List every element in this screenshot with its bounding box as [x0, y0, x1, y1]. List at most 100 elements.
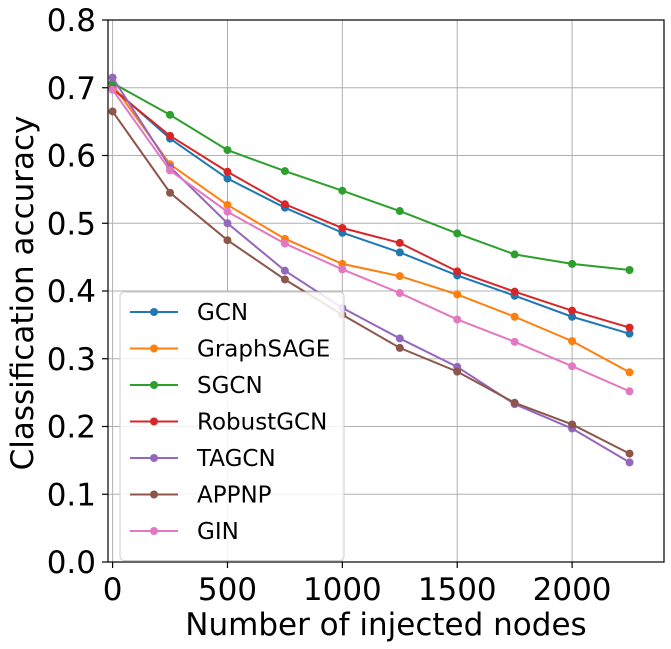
legend-marker	[150, 490, 158, 499]
data-point	[453, 367, 462, 376]
data-point	[625, 387, 634, 396]
data-point	[108, 107, 117, 116]
legend-item: RobustGCN	[130, 410, 327, 436]
data-point	[338, 265, 347, 274]
data-point	[625, 329, 634, 338]
y-tick-label: 0.6	[47, 139, 96, 175]
x-tick-label: 2000	[533, 572, 612, 608]
x-tick-label: 500	[198, 572, 257, 608]
legend-item: GCN	[130, 300, 248, 326]
data-point	[395, 334, 404, 343]
legend-item: GIN	[130, 519, 239, 545]
legend-box	[119, 291, 345, 561]
legend-marker	[150, 454, 158, 462]
legend-label: GIN	[197, 519, 239, 545]
data-point	[568, 420, 577, 429]
legend-item: GraphSAGE	[130, 337, 330, 363]
legend-marker	[150, 417, 158, 426]
data-point	[625, 449, 634, 458]
data-point	[395, 272, 404, 281]
legend-label: SGCN	[197, 373, 263, 399]
data-point	[395, 248, 404, 257]
data-point	[510, 312, 519, 321]
data-point	[280, 239, 289, 248]
data-point	[108, 85, 117, 94]
data-point	[625, 368, 634, 377]
series-sgcn	[108, 79, 634, 274]
data-point	[166, 188, 175, 197]
data-point	[223, 146, 232, 155]
x-tick-label: 0	[103, 572, 123, 608]
x-tick-label: 1000	[303, 572, 382, 608]
y-tick-label: 0.3	[47, 342, 96, 378]
legend-marker	[150, 308, 158, 316]
y-tick-label: 0.0	[47, 545, 96, 581]
legend-label: GCN	[197, 300, 248, 326]
y-tick-label: 0.2	[47, 410, 96, 446]
data-point	[395, 289, 404, 298]
data-point	[510, 398, 519, 407]
y-axis-label: Classification accuracy	[5, 116, 41, 471]
legend-marker	[150, 527, 158, 535]
y-tick-label: 0.1	[47, 477, 96, 513]
legend-item: APPNP	[130, 483, 272, 509]
series-layer	[108, 73, 634, 467]
data-point	[280, 167, 289, 176]
data-point	[223, 207, 232, 216]
data-point	[223, 200, 232, 209]
data-point	[568, 306, 577, 315]
data-point	[453, 290, 462, 299]
data-point	[453, 229, 462, 238]
data-point	[166, 166, 175, 175]
data-point	[510, 337, 519, 346]
series-appnp	[108, 107, 634, 458]
data-point	[280, 200, 289, 209]
axis-ticks: 0 500 1000 1500 2000 0.0 0.1 0.2 0.3 0.4 0.5 0.6 0.7…	[47, 3, 612, 608]
data-point	[395, 207, 404, 216]
data-point	[166, 110, 175, 119]
data-point	[223, 174, 232, 183]
data-point	[510, 250, 519, 259]
data-point	[223, 219, 232, 228]
series-line	[111, 89, 630, 393]
legend-marker	[150, 344, 158, 353]
data-point	[395, 238, 404, 247]
legend-item: TAGCN	[130, 446, 276, 472]
data-point	[108, 73, 117, 82]
legend: GCN GraphSAGE SGCN RobustGCN TAGCN APPNP GIN	[119, 291, 345, 561]
legend-label: GraphSAGE	[197, 337, 330, 363]
data-point	[223, 167, 232, 176]
series-line	[111, 77, 631, 464]
data-point	[568, 312, 577, 321]
legend-marker	[150, 381, 158, 389]
series-line	[111, 83, 631, 374]
series-line	[111, 88, 630, 329]
data-point	[280, 275, 289, 284]
data-point	[453, 315, 462, 324]
data-point	[338, 186, 347, 195]
y-tick-label: 0.7	[47, 71, 96, 107]
series-line	[111, 110, 630, 455]
data-point	[510, 287, 519, 296]
data-point	[453, 267, 462, 276]
legend-label: APPNP	[197, 483, 272, 509]
series-line	[112, 82, 630, 271]
y-tick-label: 0.8	[47, 3, 96, 39]
x-axis-label: Number of injected nodes	[185, 607, 586, 643]
data-point	[625, 323, 634, 332]
data-point	[568, 362, 577, 371]
data-point	[395, 343, 404, 352]
data-point	[568, 259, 577, 268]
series-gin	[108, 85, 634, 396]
data-point	[280, 266, 289, 275]
data-point	[625, 458, 634, 467]
series-line	[111, 87, 630, 335]
data-point	[338, 223, 347, 232]
y-tick-label: 0.4	[47, 274, 96, 310]
data-point	[166, 131, 175, 140]
data-point	[568, 337, 577, 346]
data-point	[223, 236, 232, 245]
y-tick-label: 0.5	[47, 206, 96, 242]
legend-label: TAGCN	[196, 446, 276, 472]
